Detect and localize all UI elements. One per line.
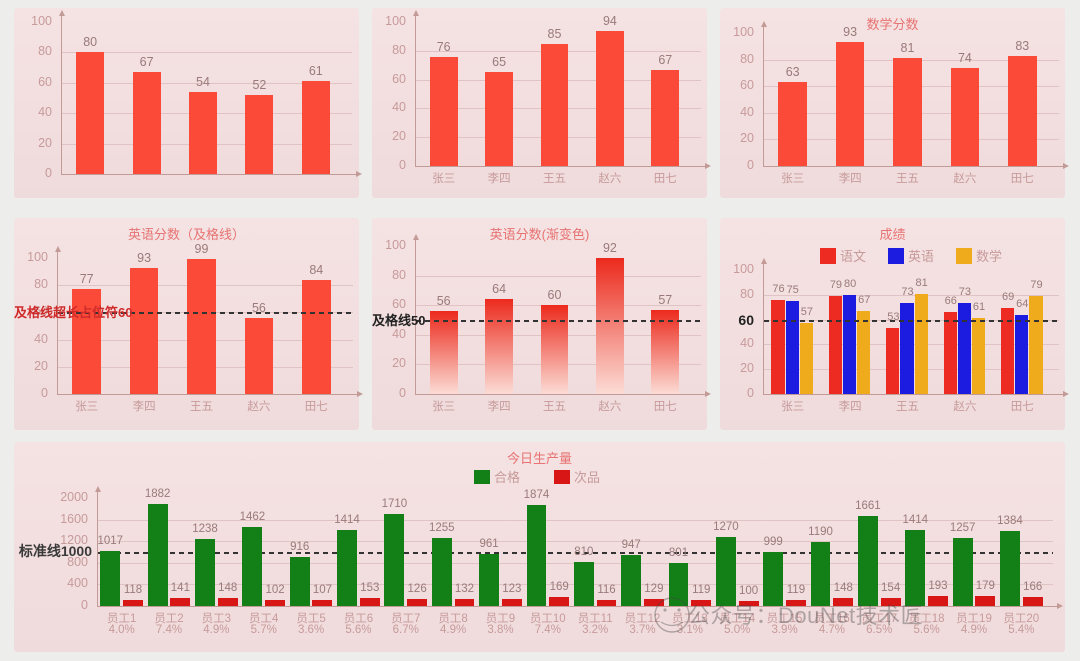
svg-text:公众号：DouNet技术匠: 公众号：DouNet技术匠	[688, 603, 923, 628]
